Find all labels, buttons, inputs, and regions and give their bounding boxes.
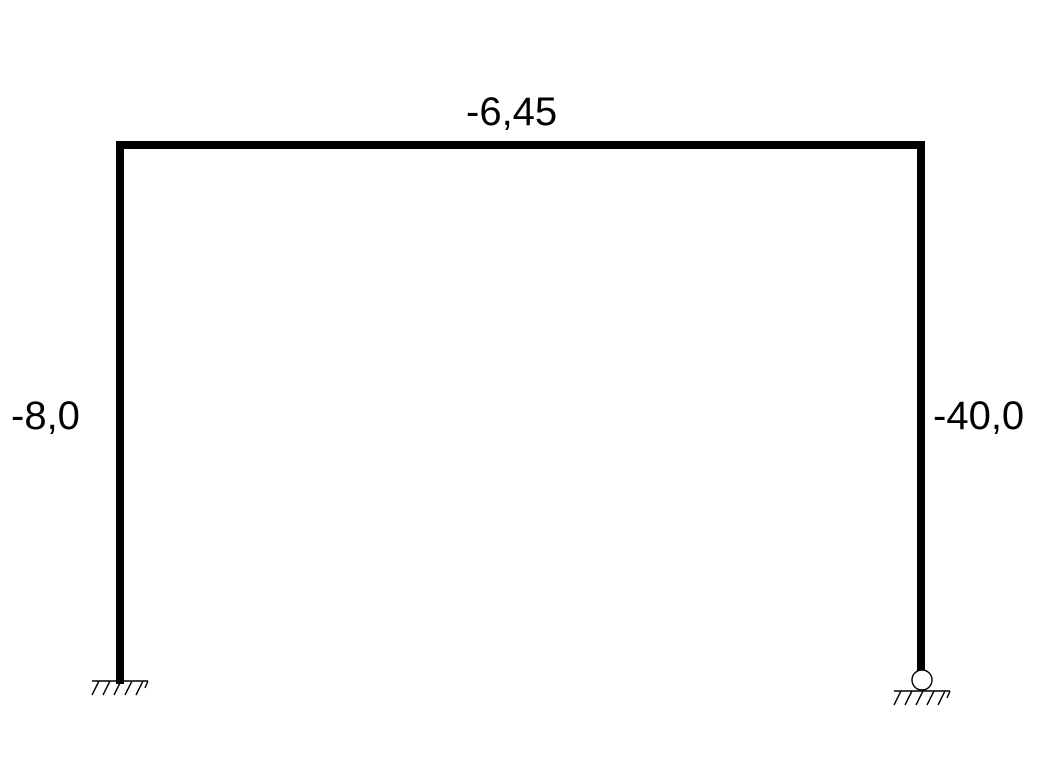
- left-hatch-2: [102, 680, 111, 696]
- right-column-force-label: -40,0: [933, 394, 1025, 438]
- right-hatch-1: [893, 690, 902, 706]
- left-column-force-label: -8,0: [11, 394, 80, 438]
- right-hatch-4: [926, 690, 935, 706]
- beam-force-label: -6,45: [466, 90, 558, 134]
- left-hatch-6: [144, 680, 149, 689]
- right-hatch-5: [937, 690, 946, 706]
- left-hatch-1: [91, 680, 100, 696]
- left-fixed-support: [91, 680, 149, 696]
- right-pinned-support: [893, 669, 951, 706]
- hinge-circle: [911, 669, 933, 691]
- right-hatch-6: [946, 690, 951, 699]
- right-hatch-2: [904, 690, 913, 706]
- right-hatch-3: [915, 690, 924, 706]
- left-hatch-3: [113, 680, 122, 696]
- left-hatch-4: [124, 680, 133, 696]
- left-hatch-5: [135, 680, 144, 696]
